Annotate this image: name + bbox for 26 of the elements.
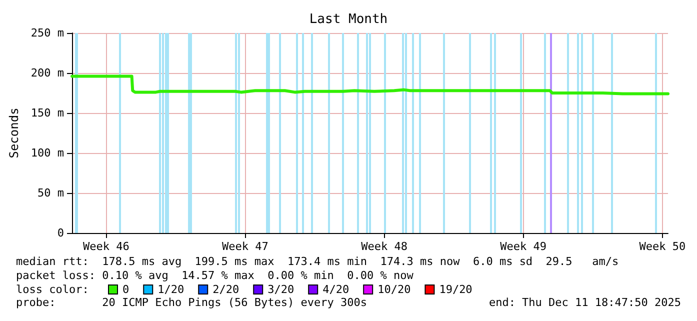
text: probe: 20 ICMP Echo Pings (56 Bytes) every 300s — [16, 296, 367, 309]
x-tick-label: Week 46 — [82, 240, 130, 253]
legend-label: 0 — [122, 283, 130, 296]
y-tick-label: 0 — [57, 226, 64, 240]
x-tick-label: Week 48 — [361, 240, 408, 253]
line-series — [70, 74, 670, 96]
y-tick-label: 200 m — [30, 66, 64, 80]
legend-label: 10/20 — [378, 283, 411, 296]
chart-title: Last Month — [309, 12, 388, 27]
y-tick-label: 250 m — [30, 26, 64, 40]
text: median rtt: 178.5 ms avg 199.5 ms max 173.4 ms min 174.3 ms now 6.0 ms sd 29.5 am/s — [16, 255, 619, 268]
legend-label: 2/20 — [212, 283, 240, 296]
y-axis-title: Seconds — [7, 108, 21, 158]
text: end: Thu Dec 11 18:47:50 2025 — [488, 296, 682, 309]
x-tick-label: Week 50 — [639, 240, 686, 253]
legend-label: 3/20 — [268, 283, 294, 296]
legend-label: 4/20 — [322, 283, 350, 296]
legend-label: 19/20 — [439, 283, 472, 296]
legend-title: loss color: — [16, 283, 89, 296]
legend-label: 1/20 — [158, 283, 184, 296]
x-tick-label: Week 47 — [222, 240, 268, 253]
x-tick-label: Week 49 — [500, 240, 546, 253]
text: packet loss: 0.10 % avg 14.57 % max 0.00 % min 0.00 % now — [16, 269, 414, 282]
y-tick-label: 150 m — [30, 106, 64, 120]
y-tick-label: 50 m — [38, 186, 64, 200]
y-tick-label: 100 m — [30, 146, 64, 160]
